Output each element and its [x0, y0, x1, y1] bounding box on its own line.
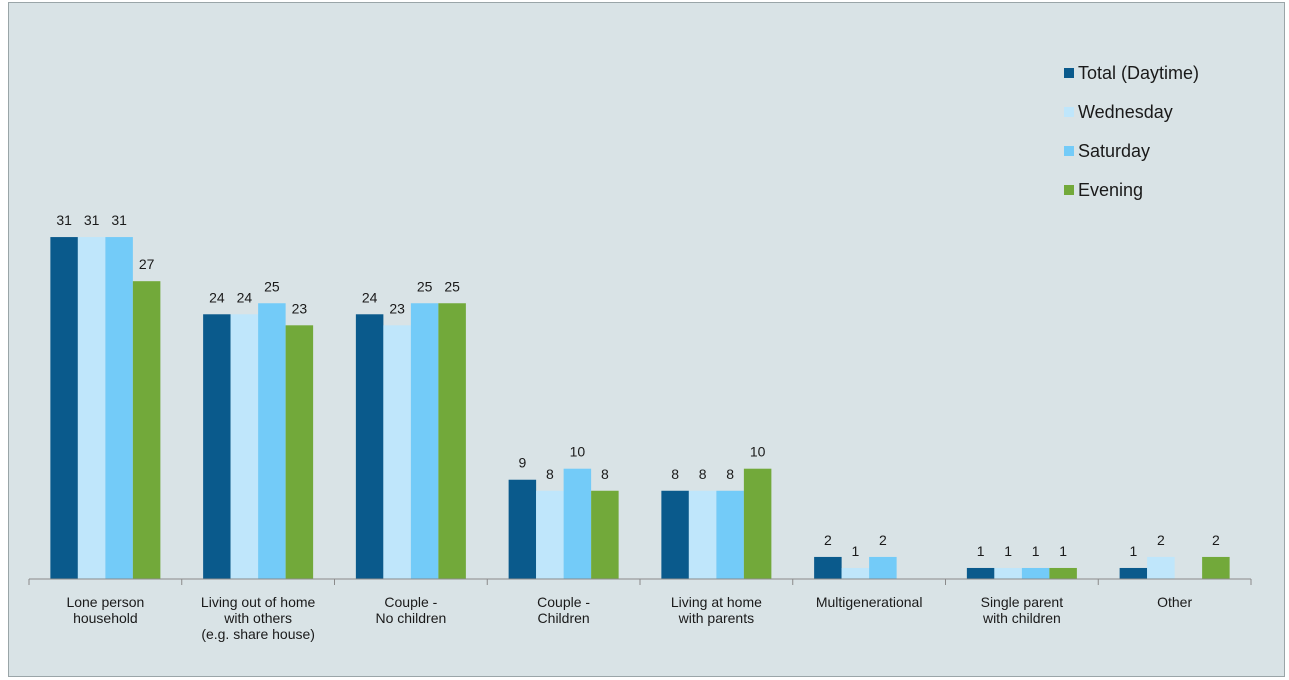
data-label: 31 — [111, 212, 127, 228]
x-tick-label: Couple -Children — [537, 594, 590, 626]
bar — [508, 479, 537, 579]
x-tick-label: Single parent with children — [981, 594, 1064, 626]
bar — [994, 567, 1022, 579]
bar — [438, 303, 466, 579]
bar — [841, 567, 870, 579]
bar — [410, 303, 439, 579]
data-label: 31 — [84, 212, 100, 228]
legend-label: Saturday — [1078, 141, 1150, 161]
data-label: 1 — [851, 543, 859, 559]
data-label: 8 — [601, 466, 609, 482]
bar — [716, 490, 744, 579]
bar — [1049, 567, 1077, 579]
bar — [1147, 556, 1175, 579]
data-label: 1 — [1129, 543, 1137, 559]
bar — [50, 237, 78, 579]
bar-chart: 31 31 31 27 24 24 25 23 24 23 25 25 9 8 10 8 8 8 8 10 2 1 2 1 1 1… — [28, 63, 1252, 642]
chart-panel: 31 31 31 27 24 24 25 23 24 23 25 25 9 8 10 8 8 8 8 10 2 1 2 1 1 1… — [8, 2, 1285, 677]
bar — [536, 490, 564, 579]
data-label: 10 — [750, 444, 766, 460]
bar — [563, 468, 592, 579]
bar — [203, 314, 231, 579]
bar — [688, 490, 717, 579]
data-label: 2 — [1212, 532, 1220, 548]
bar — [1021, 567, 1050, 579]
data-label: 24 — [362, 289, 378, 305]
data-label: 27 — [139, 256, 155, 272]
bar — [591, 490, 619, 579]
data-label: 2 — [824, 532, 832, 548]
data-label: 8 — [699, 466, 707, 482]
bar — [869, 556, 897, 579]
data-label: 2 — [879, 532, 887, 548]
data-label: 25 — [444, 278, 460, 294]
bar — [258, 303, 286, 579]
data-label: 9 — [518, 455, 526, 471]
data-label: 23 — [389, 300, 405, 316]
x-tick-label: Living out of home with others (e.g. share… — [201, 594, 316, 642]
x-tick-label: Other — [1157, 594, 1192, 610]
legend-swatch — [1064, 68, 1074, 78]
bar — [383, 325, 411, 579]
bar — [132, 281, 161, 579]
data-label: 8 — [546, 466, 554, 482]
legend-swatch — [1064, 146, 1074, 156]
data-label: 24 — [209, 289, 225, 305]
bar — [743, 468, 772, 579]
data-label: 10 — [570, 444, 586, 460]
legend-label: Wednesday — [1078, 102, 1173, 122]
data-label: 25 — [264, 278, 280, 294]
data-labels-layer: 31 31 31 27 24 24 25 23 24 23 25 25 9 8 10 8 8 8 8 10 2 1 2 1 1 1… — [56, 212, 1220, 559]
bar — [285, 325, 314, 579]
bar — [77, 237, 106, 579]
x-axis: Lone person household Living out of home wi… — [28, 578, 1252, 642]
data-label: 8 — [726, 466, 734, 482]
legend-label: Total (Daytime) — [1078, 63, 1199, 83]
bar — [105, 237, 133, 579]
bar — [230, 314, 259, 579]
data-label: 1 — [1032, 543, 1040, 559]
data-label: 1 — [1059, 543, 1067, 559]
x-tick-label: Lone person household — [66, 594, 144, 626]
legend-swatch — [1064, 185, 1074, 195]
data-label: 23 — [292, 300, 308, 316]
data-label: 25 — [417, 278, 433, 294]
bar — [1202, 556, 1230, 579]
data-label: 31 — [56, 212, 72, 228]
data-label: 2 — [1157, 532, 1165, 548]
data-label: 24 — [237, 289, 253, 305]
bar — [355, 314, 384, 579]
legend-label: Evening — [1078, 180, 1143, 200]
data-label: 8 — [671, 466, 679, 482]
bar — [1119, 567, 1148, 579]
x-tick-label: Multigenerational — [816, 594, 923, 610]
legend-swatch — [1064, 107, 1074, 117]
data-label: 1 — [1004, 543, 1012, 559]
bar — [661, 490, 689, 579]
x-tick-label: Couple -No children — [375, 594, 446, 626]
bar — [966, 567, 995, 579]
x-tick-label: Living at home with parents — [671, 594, 762, 626]
bar — [814, 556, 842, 579]
legend: Total (Daytime) Wednesday Saturday Evening — [1064, 63, 1199, 200]
data-label: 1 — [977, 543, 985, 559]
bars-layer — [50, 237, 1230, 579]
